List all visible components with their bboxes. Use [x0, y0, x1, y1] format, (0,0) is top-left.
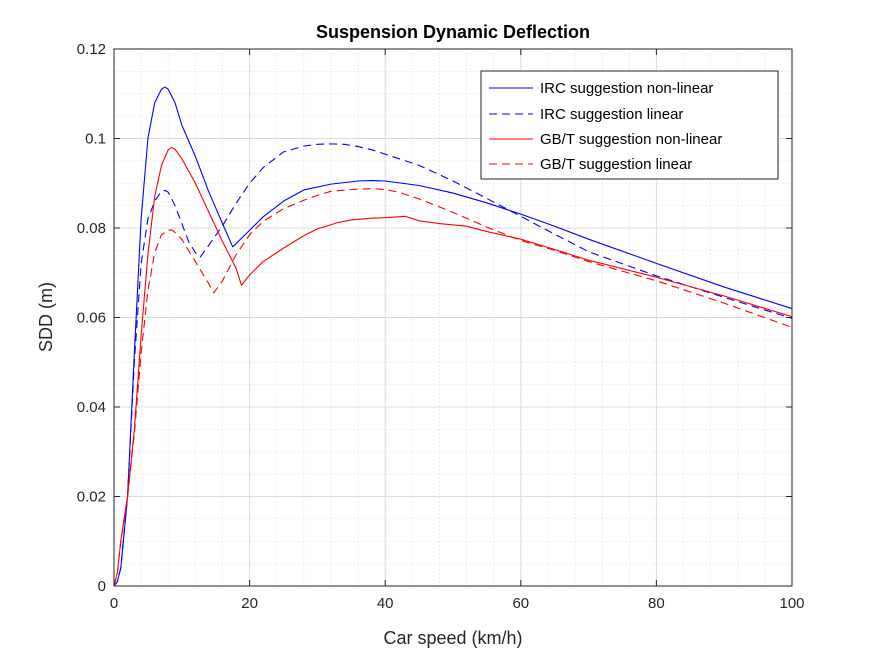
- legend-label-3: GB/T suggestion non-linear: [540, 131, 722, 148]
- y-tick-label: 0.1: [85, 131, 106, 148]
- x-axis-label: Car speed (km/h): [383, 628, 522, 648]
- legend: IRC suggestion non-linear IRC suggestion…: [480, 70, 779, 180]
- y-tick-label: 0.06: [77, 310, 106, 327]
- x-tick-label: 80: [648, 595, 665, 612]
- legend-box: [480, 70, 779, 180]
- series-layer: [113, 86, 793, 587]
- legend-label-1: IRC suggestion non-linear: [540, 80, 713, 97]
- chart-title: Suspension Dynamic Deflection: [316, 22, 590, 42]
- x-tick-label: 40: [377, 595, 394, 612]
- x-tick-label: 100: [779, 595, 804, 612]
- y-axis: 0 0.02 0.04 0.06 0.08 0.1 0.12: [77, 41, 792, 595]
- x-tick-label: 60: [512, 595, 529, 612]
- series-line-2: [113, 143, 793, 587]
- x-tick-label: 0: [110, 595, 118, 612]
- series-line-3: [113, 146, 793, 587]
- y-tick-label: 0.08: [77, 220, 106, 237]
- x-tick-label: 20: [241, 595, 258, 612]
- series-line-4: [113, 188, 793, 587]
- legend-label-2: IRC suggestion linear: [540, 106, 683, 123]
- x-axis: 0 20 40 60 80 100: [110, 49, 805, 612]
- y-tick-label: 0.04: [77, 399, 106, 416]
- y-tick-label: 0.12: [77, 41, 106, 58]
- legend-label-4: GB/T suggestion linear: [540, 156, 692, 173]
- series-line-1: [113, 86, 793, 587]
- y-axis-label: SDD (m): [36, 282, 56, 352]
- y-tick-label: 0: [98, 578, 106, 595]
- y-tick-label: 0.02: [77, 489, 106, 506]
